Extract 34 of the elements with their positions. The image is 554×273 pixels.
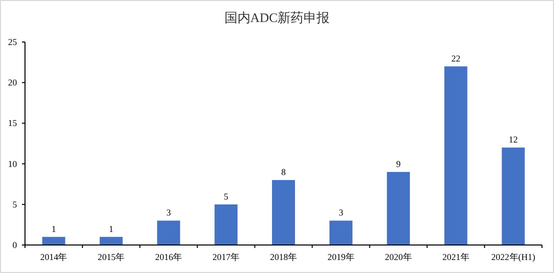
y-tick-label: 15 — [8, 118, 18, 128]
data-label: 1 — [51, 224, 56, 234]
bar — [386, 172, 410, 245]
x-tick-label: 2017年 — [212, 252, 240, 262]
bar — [272, 180, 295, 245]
x-tick-label: 2019年 — [327, 252, 354, 262]
chart-title: 国内ADC新药申报 — [224, 10, 330, 25]
data-label: 3 — [338, 208, 344, 218]
bar — [157, 220, 180, 245]
x-tick-label: 2020年 — [384, 252, 412, 262]
y-tick-label: 10 — [8, 158, 18, 169]
bar — [502, 148, 525, 245]
bar — [214, 204, 238, 245]
data-label: 9 — [396, 158, 402, 169]
x-tick-label: 2018年 — [270, 252, 297, 262]
bar — [42, 236, 66, 245]
bar — [100, 236, 123, 245]
y-tick-label: 25 — [8, 37, 18, 47]
data-label: 1 — [108, 224, 114, 234]
data-label: 3 — [166, 208, 172, 218]
bar — [444, 66, 468, 245]
x-tick-label: 2021年 — [442, 252, 470, 262]
x-tick-label: 2016年 — [155, 252, 182, 262]
data-label: 8 — [281, 167, 286, 178]
data-label: 5 — [224, 191, 229, 202]
y-tick-label: 0 — [12, 240, 18, 250]
y-tick-label: 20 — [8, 78, 18, 88]
x-tick-label: 2015年 — [98, 252, 125, 262]
bar — [329, 220, 352, 245]
data-label: 22 — [451, 53, 460, 64]
x-tick-label: 2022年(H1) — [491, 252, 536, 262]
y-tick-label: 5 — [12, 199, 18, 210]
x-tick-label: 2014年 — [40, 252, 68, 262]
data-label: 12 — [508, 134, 518, 145]
